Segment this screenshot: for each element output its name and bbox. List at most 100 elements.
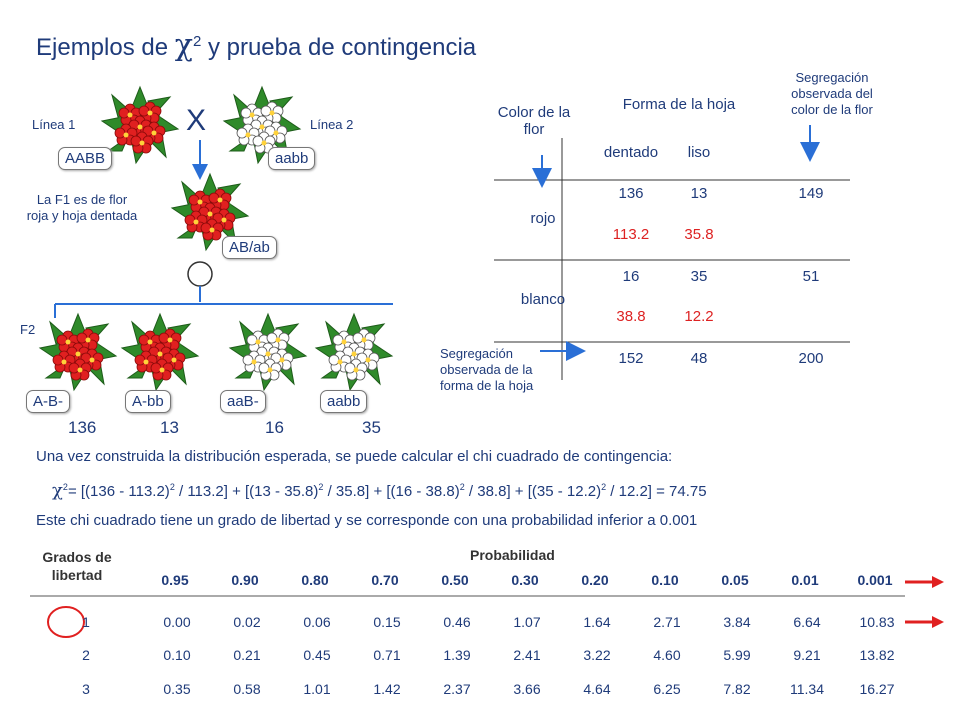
value-cell: 5.99 — [723, 647, 751, 663]
value-cell: 9.21 — [793, 647, 821, 663]
table-row: 2 0.10 0.21 0.45 0.71 1.39 2.41 3.22 4.6… — [30, 638, 912, 672]
value-cell: 11.34 — [790, 681, 824, 697]
f2-label: F2 — [20, 322, 36, 337]
table-row: 1 0.00 0.02 0.06 0.15 0.46 1.07 1.64 2.7… — [30, 606, 912, 638]
value-cell: 1.39 — [443, 647, 471, 663]
prob-cell: 0.20 — [581, 572, 609, 588]
table-row: 3 0.35 0.58 1.01 1.42 2.37 3.66 4.64 6.2… — [30, 672, 912, 706]
f2-count-4: 35 — [362, 418, 381, 437]
col-label-dentado: dentado — [603, 144, 659, 161]
exp-rojo-liso: 35.8 — [684, 226, 714, 243]
row-label-blanco: blanco — [520, 291, 566, 308]
value-cell: 13.82 — [859, 647, 895, 663]
f2-count-2: 13 — [160, 418, 179, 437]
linea1-label: Línea 1 — [32, 117, 76, 132]
df-cell: 1 — [82, 614, 90, 630]
prob-cell: 0.90 — [231, 572, 259, 588]
value-cell: 2.41 — [513, 647, 541, 663]
value-cell: 0.02 — [233, 614, 261, 630]
value-cell: 0.35 — [163, 681, 191, 697]
value-cell: 4.60 — [653, 647, 681, 663]
exp-blanco-dentado: 38.8 — [616, 308, 646, 325]
value-cell: 0.46 — [443, 614, 471, 630]
obs-blanco-dentado: 16 — [622, 268, 640, 285]
value-cell: 1.64 — [583, 614, 611, 630]
obs-rojo-dentado: 136 — [618, 185, 644, 202]
page-title: Ejemplos de χ2 y prueba de contingencia — [36, 28, 477, 63]
prob-cell: 0.05 — [721, 572, 749, 588]
df-cell: 2 — [82, 647, 90, 663]
value-cell: 0.00 — [163, 614, 191, 630]
col-header: Forma de la hoja — [622, 96, 736, 113]
exp-rojo-dentado: 113.2 — [612, 226, 650, 243]
f2-plant-2 — [122, 314, 198, 390]
prob-cell: 0.01 — [791, 572, 819, 588]
f2-genotype-1: A-B- — [26, 390, 70, 413]
contingency-lines — [494, 125, 850, 380]
value-cell: 6.25 — [653, 681, 681, 697]
f2-genotype-2: A-bb — [125, 390, 171, 413]
row-df1-arrow-icon — [932, 616, 944, 628]
prob-cell: 0.50 — [441, 572, 469, 588]
total-blanco: 51 — [802, 268, 820, 285]
coltotal-liso: 48 — [690, 350, 708, 367]
value-cell: 1.42 — [373, 681, 401, 697]
cross-symbol: X — [186, 104, 207, 137]
chi-formula: χ2= [(136 - 113.2)2 / 113.2] + [(13 - 35… — [52, 480, 707, 501]
value-cell: 0.15 — [373, 614, 401, 630]
row-probs-arrow-icon — [932, 576, 944, 588]
value-cell: 7.82 — [723, 681, 751, 697]
value-cell: 0.21 — [233, 647, 261, 663]
intro-text: Una vez construida la distribución esper… — [36, 448, 673, 465]
dist-decor — [30, 576, 944, 638]
df-header: Grados de libertad — [42, 549, 112, 583]
prob-header: Probabilidad — [470, 547, 555, 563]
f2-count-1: 136 — [68, 418, 97, 437]
dist-table: 1 0.00 0.02 0.06 0.15 0.46 1.07 1.64 2.7… — [30, 606, 912, 706]
value-cell: 1.01 — [303, 681, 331, 697]
grand-total: 200 — [798, 350, 824, 367]
f2-plant-1 — [40, 314, 116, 390]
prob-cell: 0.10 — [651, 572, 679, 588]
value-cell: 6.64 — [793, 614, 821, 630]
prob-cell: 0.30 — [511, 572, 539, 588]
parent1-plant — [102, 87, 178, 163]
obs-blanco-liso: 35 — [690, 268, 708, 285]
value-cell: 0.06 — [303, 614, 331, 630]
value-cell: 3.84 — [723, 614, 751, 630]
prob-cell: 0.70 — [371, 572, 399, 588]
f1-genotype: AB/ab — [222, 236, 277, 259]
f1-note: La F1 es de flor roja y hoja dentada — [26, 192, 138, 223]
f2-count-3: 16 — [265, 418, 284, 437]
f2-genotype-4: aabb — [320, 390, 368, 413]
value-cell: 3.66 — [513, 681, 541, 697]
conclusion-text: Este chi cuadrado tiene un grado de libe… — [36, 512, 698, 529]
df-cell: 3 — [82, 681, 90, 697]
margin-right-note: Segregación observada del color de la fl… — [791, 70, 873, 117]
margin-bottom-note: Segregación observada de la forma de la … — [440, 346, 534, 393]
value-cell: 4.64 — [583, 681, 611, 697]
obs-rojo-liso: 13 — [690, 185, 708, 202]
prob-cell: 0.80 — [301, 572, 329, 588]
value-cell: 2.37 — [443, 681, 471, 697]
total-rojo: 149 — [798, 185, 824, 202]
coltotal-dentado: 152 — [618, 350, 644, 367]
df1-highlight-icon — [47, 606, 85, 638]
cross-diagram — [0, 0, 393, 450]
f2-plant-4 — [316, 314, 392, 390]
value-cell: 10.83 — [859, 614, 895, 630]
parent2-genotype: aabb — [268, 147, 316, 170]
prob-row: 0.95 0.90 0.80 0.70 0.50 0.30 0.20 0.10 … — [140, 571, 910, 589]
value-cell: 0.58 — [233, 681, 261, 697]
f2-plant-3 — [230, 314, 306, 390]
exp-blanco-liso: 12.2 — [684, 308, 714, 325]
value-cell: 0.10 — [163, 647, 191, 663]
row-label-rojo: rojo — [530, 210, 556, 227]
parent1-genotype: AABB — [58, 147, 113, 170]
value-cell: 1.07 — [513, 614, 541, 630]
value-cell: 0.71 — [373, 647, 401, 663]
value-cell: 16.27 — [859, 681, 895, 697]
linea2-label: Línea 2 — [310, 117, 354, 132]
row-header: Color de la flor — [497, 104, 571, 138]
prob-cell: 0.001 — [857, 572, 893, 588]
